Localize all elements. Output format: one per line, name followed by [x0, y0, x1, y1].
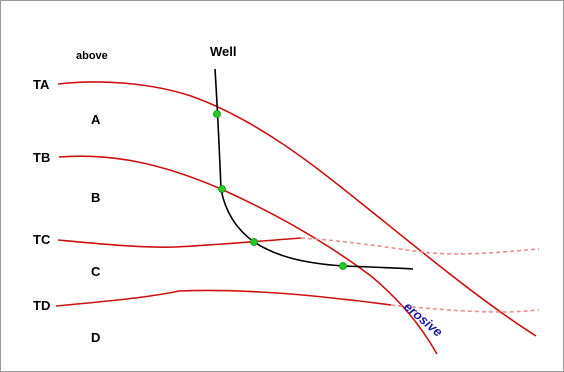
- horizon-ta-line: [57, 81, 537, 337]
- horizon-tc-projected-line: [300, 237, 540, 255]
- zone-c-label: C: [91, 264, 101, 279]
- above-label: above: [76, 50, 108, 62]
- well-intersection-td: [339, 262, 347, 270]
- well-intersection-ta: [213, 110, 221, 118]
- horizon-tb-line: [58, 155, 438, 355]
- horizon-td-label: TD: [33, 298, 50, 313]
- horizon-tc-label: TC: [33, 232, 51, 247]
- horizon-tb-label: TB: [33, 150, 50, 165]
- well-path: [214, 68, 414, 270]
- zone-a-label: A: [91, 112, 101, 127]
- well-intersection-tb: [218, 185, 226, 193]
- horizon-tc-line: [57, 237, 302, 248]
- zone-b-label: B: [91, 190, 100, 205]
- horizon-ta-label: TA: [33, 77, 50, 92]
- zone-d-label: D: [91, 330, 100, 345]
- well-intersection-tc: [250, 238, 258, 246]
- well-label: Well: [210, 44, 237, 59]
- horizon-td-line: [55, 289, 392, 307]
- horizon-td-projected-line: [390, 304, 540, 313]
